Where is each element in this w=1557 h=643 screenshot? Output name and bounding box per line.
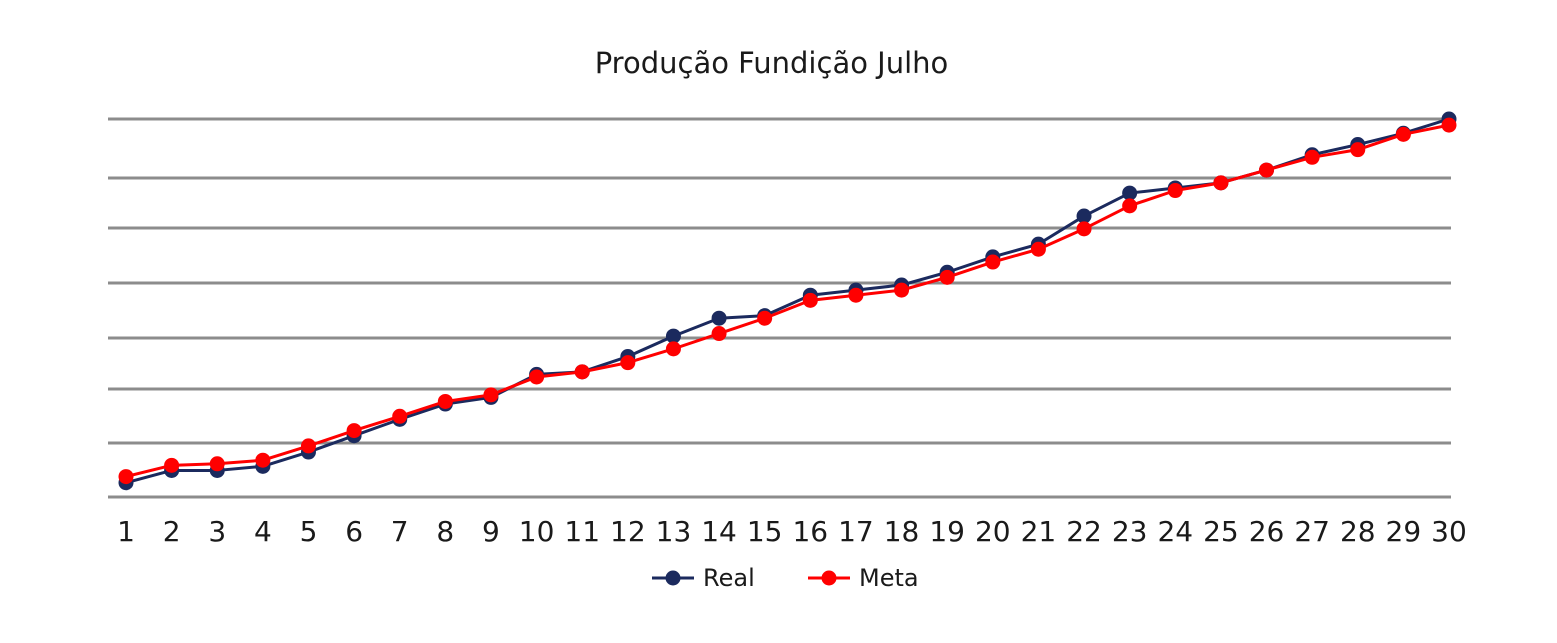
data-point (483, 387, 499, 403)
chart-title: Produção Fundição Julho (594, 46, 949, 80)
data-point (939, 269, 955, 285)
data-point (711, 310, 727, 326)
data-point (255, 452, 271, 468)
x-tick-label: 10 (519, 515, 555, 548)
data-point (1350, 142, 1366, 158)
data-point (894, 282, 910, 298)
data-point (300, 438, 316, 454)
data-point (164, 457, 180, 473)
legend-label: Meta (859, 564, 919, 592)
x-tick-label: 19 (929, 515, 965, 548)
data-point (1122, 185, 1138, 201)
data-point (1213, 175, 1229, 191)
legend-marker (665, 570, 681, 586)
x-tick-label: 25 (1203, 515, 1239, 548)
x-tick-label: 1 (117, 515, 135, 548)
legend: Real Meta (652, 564, 919, 592)
x-tick-label: 11 (564, 515, 600, 548)
data-point (665, 328, 681, 344)
x-tick-label: 7 (391, 515, 409, 548)
x-tick-label: 23 (1112, 515, 1148, 548)
x-tick-label: 2 (163, 515, 181, 548)
data-point (1441, 117, 1457, 133)
x-tick-label: 26 (1249, 515, 1285, 548)
data-point (985, 254, 1001, 270)
data-point (1259, 162, 1275, 178)
series-layer (118, 111, 1457, 491)
data-point (711, 326, 727, 342)
legend-label: Real (703, 564, 755, 592)
series-real (118, 111, 1457, 491)
x-tick-label: 29 (1386, 515, 1422, 548)
data-point (620, 355, 636, 371)
data-point (437, 393, 453, 409)
data-point (1030, 241, 1046, 257)
x-tick-label: 12 (610, 515, 646, 548)
x-tick-label: 27 (1294, 515, 1330, 548)
gridlines (108, 117, 1451, 499)
legend-item-real: Real (652, 564, 755, 592)
data-point (802, 292, 818, 308)
data-point (757, 310, 773, 326)
x-tick-label: 16 (792, 515, 828, 548)
data-point (1122, 198, 1138, 214)
data-point (392, 408, 408, 424)
data-point (1076, 221, 1092, 237)
series-line (125, 123, 1450, 479)
x-tick-label: 5 (300, 515, 318, 548)
x-tick-label: 24 (1157, 515, 1193, 548)
x-tick-label: 8 (436, 515, 454, 548)
x-tick-label: 4 (254, 515, 272, 548)
data-point (1304, 149, 1320, 165)
x-tick-label: 13 (656, 515, 692, 548)
x-tick-label: 22 (1066, 515, 1102, 548)
x-tick-label: 18 (884, 515, 920, 548)
x-tick-label: 6 (345, 515, 363, 548)
legend-item-meta: Meta (808, 564, 919, 592)
legend-marker (821, 570, 837, 586)
data-point (1395, 126, 1411, 142)
x-tick-label: 30 (1431, 515, 1467, 548)
x-axis-tick-labels: 1 2 3 4 5 6 7 8 9 10 11 12 13 14 15 16 17 18 19 20 21 22 23 24 2… (117, 515, 1467, 548)
data-point (118, 469, 134, 485)
data-point (1076, 208, 1092, 224)
series-meta (118, 117, 1457, 485)
data-point (346, 423, 362, 439)
x-tick-label: 14 (701, 515, 737, 548)
x-tick-label: 3 (208, 515, 226, 548)
data-point (1167, 183, 1183, 199)
data-point (209, 456, 225, 472)
data-point (848, 287, 864, 303)
data-point (574, 364, 590, 380)
x-tick-label: 28 (1340, 515, 1376, 548)
x-tick-label: 9 (482, 515, 500, 548)
data-point (529, 369, 545, 385)
x-tick-label: 20 (975, 515, 1011, 548)
x-tick-label: 15 (747, 515, 783, 548)
x-tick-label: 21 (1021, 515, 1057, 548)
data-point (665, 341, 681, 357)
x-tick-label: 17 (838, 515, 874, 548)
